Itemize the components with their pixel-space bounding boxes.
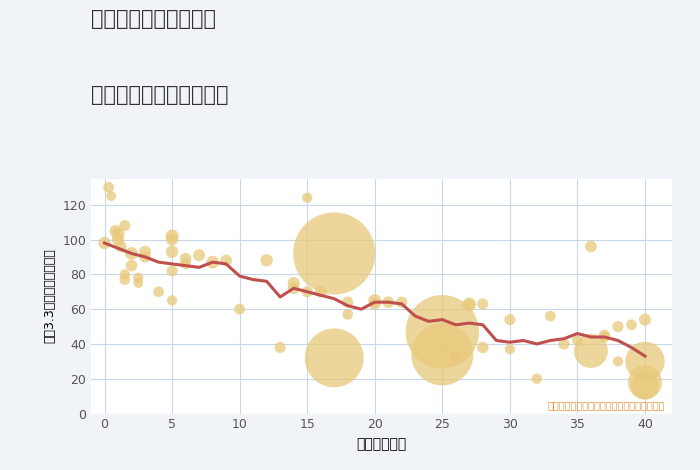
Point (302, 194, 313, 202)
Point (639, 358, 650, 365)
Text: 円の大きさは、取引のあった物件面積を示す: 円の大きさは、取引のあった物件面積を示す (547, 400, 665, 410)
Point (639, 316, 650, 323)
Point (369, 297, 380, 304)
Point (302, 288, 313, 296)
Point (626, 321, 637, 329)
Point (504, 345, 515, 353)
Point (328, 250, 339, 257)
Text: 築年数別中古戸建て価格: 築年数別中古戸建て価格 (91, 85, 228, 105)
Point (180, 260, 191, 267)
Point (113, 236, 124, 243)
Point (572, 337, 583, 344)
Point (328, 354, 339, 361)
Point (437, 328, 448, 336)
Point (139, 248, 150, 256)
Point (585, 243, 596, 250)
Point (180, 255, 191, 262)
Point (598, 331, 610, 339)
Point (396, 298, 407, 306)
Point (119, 222, 130, 229)
Point (167, 236, 178, 243)
Point (477, 300, 489, 308)
Point (139, 253, 150, 261)
Point (167, 297, 178, 304)
Point (110, 227, 121, 235)
Point (612, 323, 624, 330)
Point (261, 257, 272, 264)
Point (274, 344, 286, 351)
Point (477, 344, 489, 351)
Point (369, 300, 380, 308)
Point (463, 302, 475, 309)
Point (639, 378, 650, 386)
Point (113, 231, 124, 238)
Point (598, 333, 610, 341)
Point (559, 340, 570, 348)
Point (531, 375, 542, 383)
Point (585, 347, 596, 355)
Point (288, 279, 300, 287)
Point (99, 239, 110, 247)
Point (133, 274, 144, 282)
Point (234, 306, 245, 313)
Point (342, 298, 354, 306)
Point (639, 382, 650, 390)
Y-axis label: 坪（3.3㎡）単価（万円）: 坪（3.3㎡）単価（万円） (43, 249, 57, 344)
X-axis label: 築年数（年）: 築年数（年） (356, 437, 407, 451)
Point (545, 313, 556, 320)
Point (126, 262, 137, 269)
Point (207, 258, 218, 266)
Point (450, 352, 461, 360)
Point (167, 248, 178, 256)
Point (119, 271, 130, 278)
Point (103, 184, 114, 191)
Point (220, 257, 232, 264)
Text: 埼玉県川口市木曽呂の: 埼玉県川口市木曽呂の (91, 9, 216, 30)
Point (167, 267, 178, 274)
Point (167, 232, 178, 240)
Point (342, 311, 354, 318)
Point (383, 298, 394, 306)
Point (612, 358, 624, 365)
Point (437, 351, 448, 358)
Point (193, 251, 204, 259)
Point (463, 300, 475, 308)
Point (115, 243, 126, 250)
Point (153, 288, 164, 296)
Point (288, 284, 300, 292)
Point (119, 276, 130, 283)
Point (504, 316, 515, 323)
Point (106, 192, 117, 200)
Point (126, 250, 137, 257)
Point (315, 288, 326, 296)
Point (133, 279, 144, 287)
